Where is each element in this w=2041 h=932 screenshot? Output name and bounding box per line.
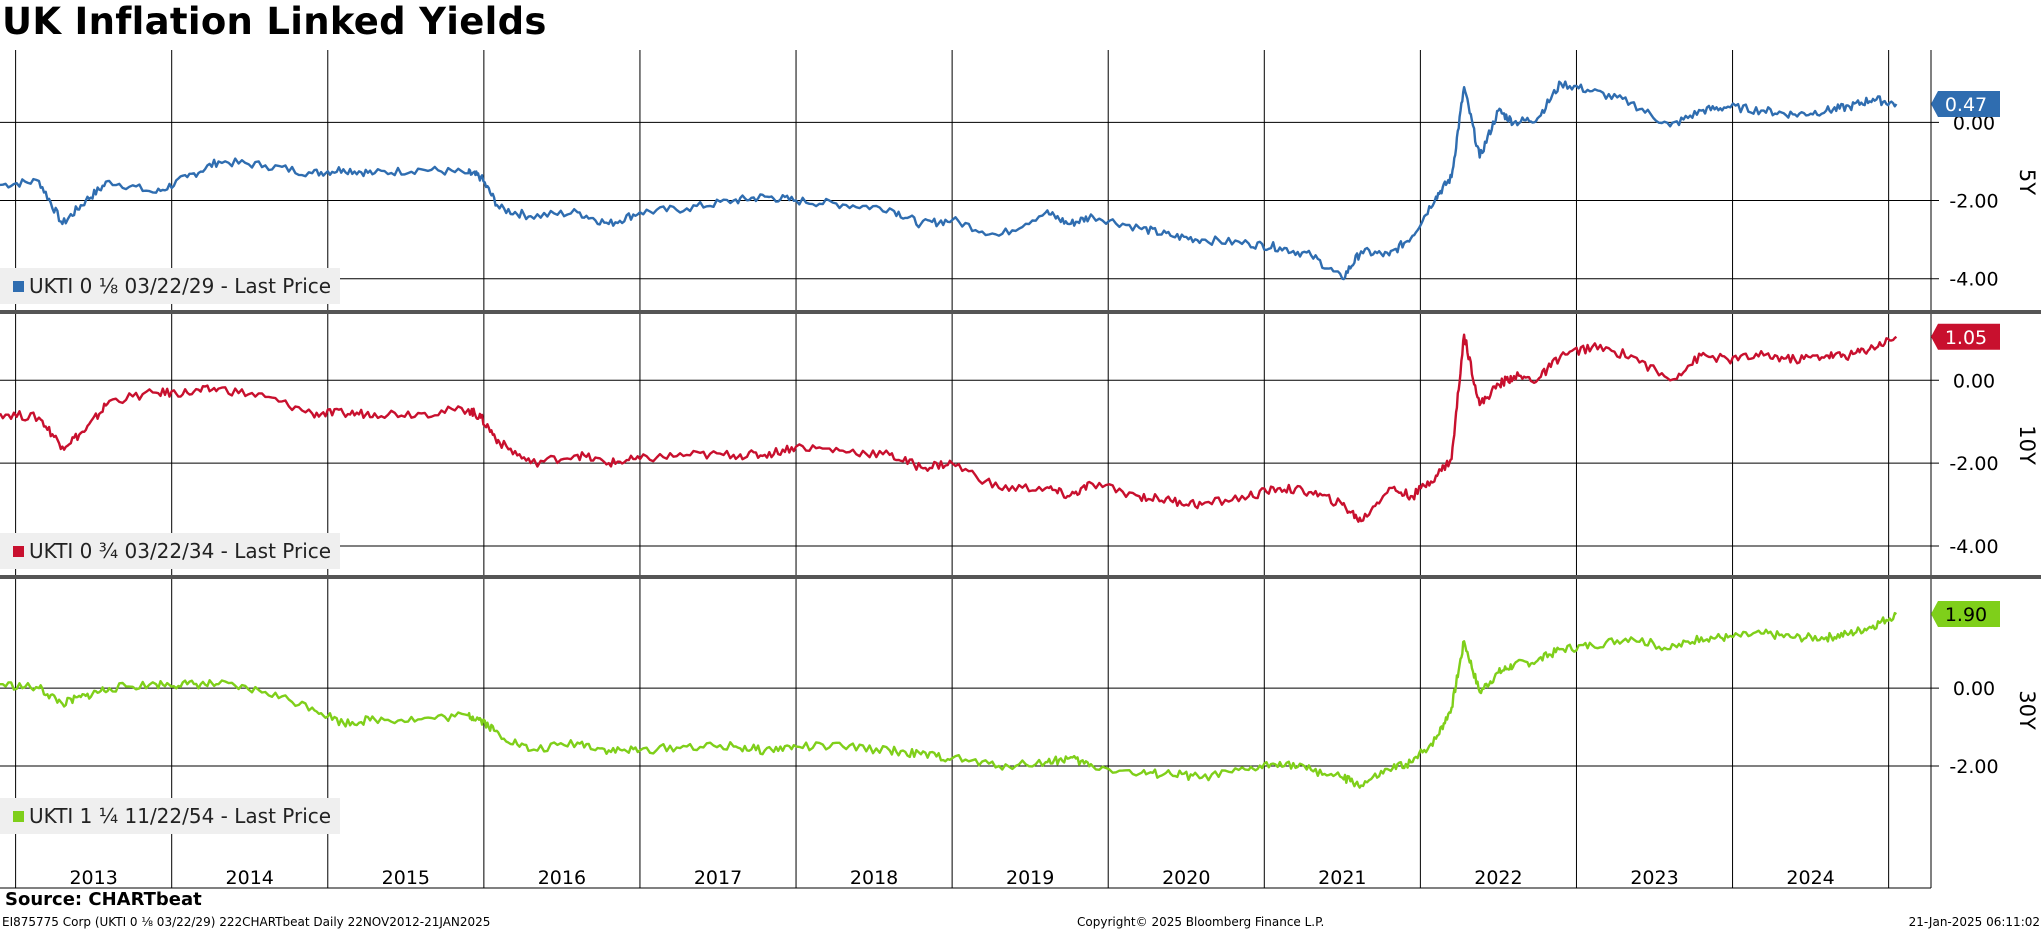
footer-timestamp: 21-Jan-2025 06:11:02 [1908, 915, 2040, 929]
x-tick-label: 2021 [1318, 867, 1366, 889]
x-tick-label: 2015 [382, 867, 430, 889]
chart-title: UK Inflation Linked Yields [2, 0, 547, 43]
legend-label: UKTI 0 ¾ 03/22/34 - Last Price [29, 539, 331, 563]
x-tick-label: 2013 [69, 867, 117, 889]
y-tick-label: -2.00 [1949, 453, 1998, 475]
x-tick-label: 2016 [538, 867, 586, 889]
legend-box [0, 268, 340, 304]
x-tick-label: 2014 [226, 867, 274, 889]
y-tick-label: -2.00 [1949, 191, 1998, 213]
x-tick-label: 2022 [1474, 867, 1522, 889]
panel-label: 10Y [2015, 425, 2039, 465]
last-value-tag [1931, 90, 2000, 117]
series-line [0, 611, 1898, 789]
footer-copyright: Copyright© 2025 Bloomberg Finance L.P. [1077, 915, 1325, 929]
source-label: Source: CHARTbeat [5, 889, 202, 910]
series-line [0, 333, 1898, 523]
series-line [0, 80, 1898, 281]
x-tick-label: 2017 [694, 867, 742, 889]
panel-label: 5Y [2015, 169, 2039, 195]
y-tick-label: -4.00 [1949, 269, 1998, 291]
x-tick-label: 2024 [1786, 867, 1834, 889]
x-tick-label: 2019 [1006, 867, 1054, 889]
x-tick-label: 2020 [1162, 867, 1210, 889]
y-tick-label: 0.00 [1953, 370, 1995, 392]
legend-box [0, 798, 340, 834]
last-value-label: 0.47 [1945, 94, 1987, 116]
last-value-tag [1931, 601, 2000, 628]
y-tick-label: 0.00 [1953, 112, 1995, 134]
y-tick-label: 0.00 [1953, 678, 1995, 700]
last-value-label: 1.05 [1945, 327, 1987, 349]
legend-swatch [13, 811, 24, 822]
legend-swatch [13, 281, 24, 292]
x-tick-label: 2023 [1630, 867, 1678, 889]
last-value-label: 1.90 [1945, 604, 1987, 626]
footer-security-info: EI875775 Corp (UKTI 0 ⅛ 03/22/29) 222CHA… [2, 915, 491, 929]
panel-label: 30Y [2015, 690, 2039, 730]
legend-swatch [13, 546, 24, 557]
legend-label: UKTI 1 ¼ 11/22/54 - Last Price [29, 804, 331, 828]
x-tick-label: 2018 [850, 867, 898, 889]
legend-box [0, 533, 340, 569]
last-value-tag [1931, 323, 2000, 350]
y-tick-label: -2.00 [1949, 756, 1998, 778]
y-tick-label: -4.00 [1949, 536, 1998, 558]
legend-label: UKTI 0 ⅛ 03/22/29 - Last Price [29, 274, 331, 298]
